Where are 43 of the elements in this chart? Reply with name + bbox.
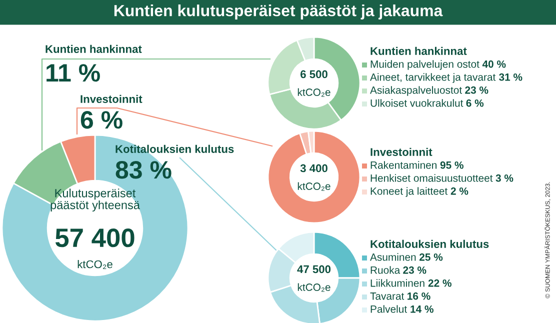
text: Kotitalouksien kulutus bbox=[370, 240, 489, 248]
data-label: 2 % bbox=[450, 187, 468, 195]
slice-label: Kotitalouksien kulutus bbox=[116, 144, 234, 153]
legend-label: Liikkuminen bbox=[370, 279, 424, 287]
legend-label: Palvelut bbox=[370, 305, 407, 313]
data-label: 25 % bbox=[419, 253, 443, 261]
legend-label: Rakentaminen bbox=[370, 161, 436, 169]
legend-label: Koneet ja laitteet bbox=[370, 187, 448, 197]
slice-label: Investoinnit bbox=[80, 94, 142, 103]
text: ktCO₂e bbox=[78, 260, 112, 270]
data-label: 31 % bbox=[498, 73, 522, 81]
donut-slice bbox=[1, 134, 189, 322]
slice-label: Kuntien hankinnat bbox=[46, 44, 142, 53]
data-label: 14 % bbox=[410, 305, 434, 313]
text: Kuntien hankinnat bbox=[370, 46, 467, 55]
text: ktCO₂e bbox=[298, 283, 330, 292]
text: 47 500 bbox=[297, 265, 331, 274]
text: Kuntien kulutusperäiset päästöt ja jakauma bbox=[114, 4, 443, 20]
legend-label: Henkiset omaisuustuotteet bbox=[370, 174, 493, 182]
data-label: 23 % bbox=[403, 266, 426, 274]
data-label: 22 % bbox=[428, 279, 452, 287]
text: 6 500 bbox=[300, 70, 328, 78]
legend-label: Ruoka bbox=[370, 266, 400, 274]
data-label: 3 % bbox=[496, 174, 514, 182]
legend-label: Aineet, tarvikkeet ja tavarat bbox=[370, 73, 496, 83]
data-label: 95 % bbox=[440, 161, 464, 169]
data-label: 11 % bbox=[46, 64, 100, 82]
text: 3 400 bbox=[300, 164, 328, 172]
data-label: 23 % bbox=[465, 86, 488, 94]
data-label: 6 % bbox=[80, 111, 122, 129]
legend-label: Ulkoiset vuokrakulut bbox=[370, 99, 464, 107]
data-label: 16 % bbox=[408, 292, 430, 300]
legend-label: Tavarat bbox=[370, 292, 404, 300]
data-label: 6 % bbox=[466, 99, 484, 107]
legend-label: Asiakaspalveluostot bbox=[370, 86, 462, 96]
text: 57 400 bbox=[55, 228, 134, 248]
text: Kulutusperäiset päästöt yhteensä bbox=[50, 188, 140, 212]
text: Investoinnit bbox=[370, 148, 432, 156]
text: ktCO₂e bbox=[298, 88, 330, 97]
legend-label: Muiden palvelujen ostot bbox=[370, 60, 480, 70]
legend-label: Asuminen bbox=[370, 253, 416, 261]
data-label: 40 % bbox=[482, 60, 506, 68]
text: ktCO₂e bbox=[298, 182, 330, 191]
